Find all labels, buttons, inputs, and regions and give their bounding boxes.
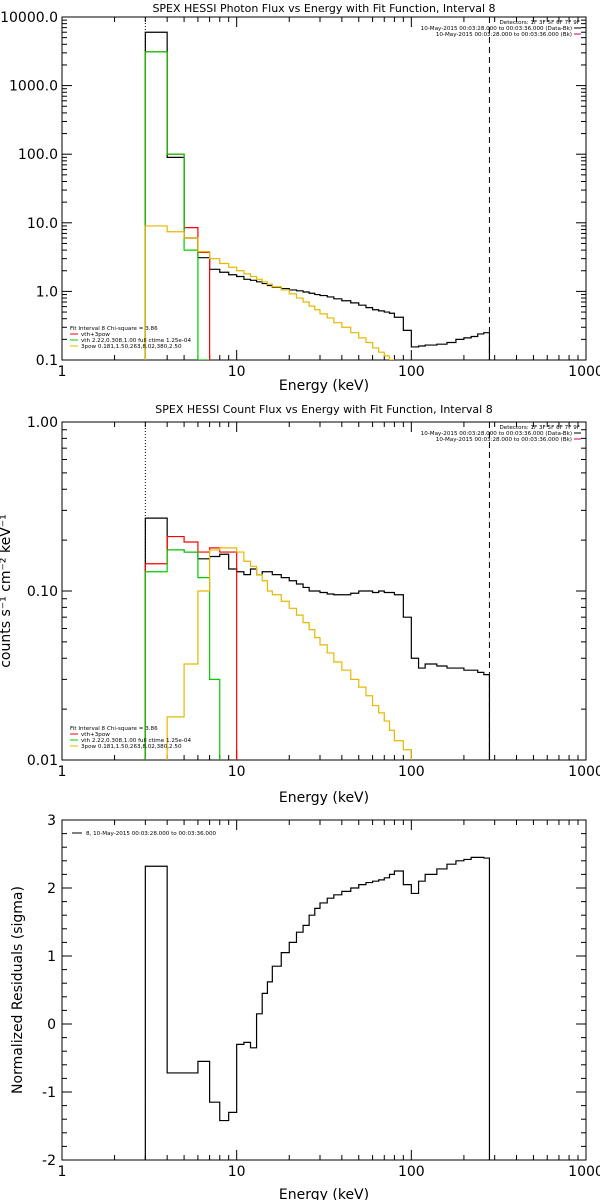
- panel1-series-3pow: [144, 225, 395, 360]
- panel1-x-axis-label: Energy (keV): [279, 378, 369, 394]
- panel2-y-tick-label: 1.00: [27, 415, 58, 431]
- panel3-legend-tl-entry: 8, 10-May-2015 00:03:28.000 to 00:03:36.…: [86, 831, 217, 837]
- panel3-y-tick-label: -1: [42, 1085, 56, 1101]
- panel2-x-axis-label: Energy (keV): [279, 790, 369, 806]
- panel1-y-tick-label: 0.1: [36, 353, 58, 369]
- panel2-plot-frame: [61, 421, 587, 761]
- panel1-y-tick-label: 10000.0: [0, 10, 58, 26]
- panel1-x-tick-label: 100: [398, 364, 425, 380]
- panel3-x-tick-label: 1000: [568, 1164, 600, 1180]
- panel1-x-tick-label: 10: [228, 364, 246, 380]
- panel2-legend-tr-entry: Detectors: 1F 3F 5F 6F 7F 9F: [499, 425, 580, 431]
- panel1-x-tick-label: 1: [58, 364, 67, 380]
- panel2-legend-bl-entry: vth 2.22,0.308,1.00 full ctime 1.25e-04: [81, 738, 191, 744]
- panel3-x-tick-label: 100: [398, 1164, 425, 1180]
- panel2-legend-bl-header: Fit Interval 8 Chi-square = 3.86: [70, 726, 158, 732]
- panel3-y-tick-label: 2: [47, 881, 56, 897]
- panel2-x-tick-label: 10: [228, 764, 246, 780]
- panel1-series-data-bk: [144, 31, 491, 360]
- panel1-legend-bl-header: Fit Interval 8 Chi-square = 3.86: [70, 326, 158, 332]
- panel2-x-tick-label: 1000: [568, 764, 600, 780]
- panel2-legend-bl-entry: vth+3pow: [81, 732, 110, 738]
- panel1-x-tick-label: 1000: [568, 364, 600, 380]
- panel2-x-tick-label: 1: [58, 764, 67, 780]
- panel3-y-tick-label: 1: [47, 949, 56, 965]
- panel1-legend-tr-entry: 10-May-2015 00:03:28.000 to 00:03:36.000…: [421, 26, 572, 32]
- panel2-title: SPEX HESSI Count Flux vs Energy with Fit…: [155, 403, 492, 416]
- panel1-legend-bl-entry: 3pow 0.181,1.50,263,8.02,380,2.50: [81, 344, 182, 350]
- panel2-y-tick-label: 0.01: [27, 753, 58, 769]
- panel2-legend-tr-entry: 10-May-2015 00:03:28.000 to 00:03:36.000…: [436, 437, 572, 443]
- panel3-y-tick-label: -2: [42, 1153, 56, 1169]
- panel1-series-vth-3pow: [144, 51, 211, 360]
- panel2-series-data-bk: [144, 517, 491, 760]
- panel3-y-tick-label: 0: [47, 1017, 56, 1033]
- panel3-x-axis-label: Energy (keV): [279, 1187, 369, 1200]
- panel1-legend-bl-entry: vth+3pow: [81, 332, 110, 338]
- panel1-series-vth: [144, 51, 210, 360]
- panel3-y-axis-label: Normalized Residuals (sigma): [10, 886, 26, 1094]
- panel3-plot-frame: [61, 819, 587, 1161]
- panel1-title: SPEX HESSI Photon Flux vs Energy with Fi…: [152, 2, 495, 15]
- panel1-y-tick-label: 100.0: [18, 147, 58, 163]
- panel1-y-tick-label: 1000.0: [9, 79, 58, 95]
- panel2-legend-tr-entry: 10-May-2015 00:03:28.000 to 00:03:36.000…: [421, 431, 572, 437]
- panel1-y-tick-label: 10.0: [27, 216, 58, 232]
- panel2-series-vth-3pow: [144, 535, 238, 760]
- panel2-x-tick-label: 100: [398, 764, 425, 780]
- panel2-series-3pow: [144, 547, 426, 760]
- panel1-plot-frame: [61, 16, 587, 361]
- panel3-x-tick-label: 10: [228, 1164, 246, 1180]
- panel3-y-tick-label: 3: [47, 813, 56, 829]
- panel2-y-axis-label: counts s⁻¹ cm⁻² keV⁻¹: [0, 514, 14, 668]
- panel1-y-tick-label: 1.0: [36, 284, 58, 300]
- panel2-series-vth: [144, 549, 230, 760]
- panel2-legend-bl-entry: 3pow 0.181,1.50,263,8.02,380,2.50: [81, 744, 182, 750]
- panel3-x-tick-label: 1: [58, 1164, 67, 1180]
- panel1-legend-bl-entry: vth 2.22,0.308,1.00 full ctime 1.25e-04: [81, 338, 191, 344]
- panel2-y-tick-label: 0.10: [27, 584, 58, 600]
- panel1-legend-tr-entry: 10-May-2015 00:03:28.000 to 00:03:36.000…: [436, 32, 572, 38]
- panel3-series-8: [144, 856, 491, 1160]
- panel1-legend-tr-entry: Detectors: 1F 3F 5F 6F 7F 9F: [499, 20, 580, 26]
